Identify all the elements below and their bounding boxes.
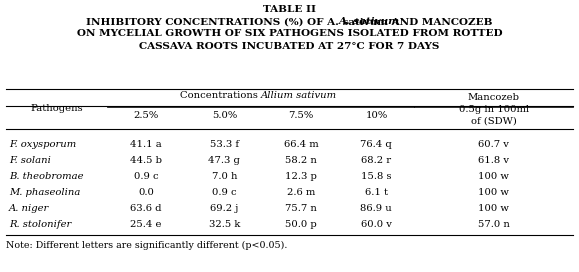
Text: Concentrations: Concentrations: [179, 91, 261, 100]
Text: 10%: 10%: [365, 111, 387, 120]
Text: B. theobromae: B. theobromae: [9, 172, 83, 181]
Text: A. sativum: A. sativum: [339, 17, 400, 26]
Text: 47.3 g: 47.3 g: [208, 156, 240, 165]
Text: 63.6 d: 63.6 d: [130, 204, 162, 213]
Text: Mancozeb: Mancozeb: [468, 93, 519, 102]
Text: 12.3 p: 12.3 p: [285, 172, 317, 181]
Text: CASSAVA ROOTS INCUBATED AT 27°C FOR 7 DAYS: CASSAVA ROOTS INCUBATED AT 27°C FOR 7 DA…: [140, 42, 439, 51]
Text: 69.2 j: 69.2 j: [210, 204, 239, 213]
Text: A. niger: A. niger: [9, 204, 49, 213]
Text: 25.4 e: 25.4 e: [130, 220, 162, 229]
Text: 0.9 c: 0.9 c: [134, 172, 159, 181]
Text: INHIBITORY CONCENTRATIONS (%) OF A. sativum AND MANCOZEB: INHIBITORY CONCENTRATIONS (%) OF A. sati…: [86, 17, 493, 26]
Text: 2.5%: 2.5%: [134, 111, 159, 120]
Text: Allium sativum: Allium sativum: [261, 91, 336, 100]
Text: F. solani: F. solani: [9, 156, 50, 165]
Text: F. oxysporum: F. oxysporum: [9, 140, 76, 149]
Text: 15.8 s: 15.8 s: [361, 172, 391, 181]
Text: 6.1 t: 6.1 t: [365, 188, 388, 197]
Text: 76.4 q: 76.4 q: [361, 140, 392, 149]
Text: 5.0%: 5.0%: [212, 111, 237, 120]
Text: 100 w: 100 w: [478, 172, 509, 181]
Text: 58.2 n: 58.2 n: [285, 156, 317, 165]
Text: 61.8 v: 61.8 v: [478, 156, 509, 165]
Text: 0.9 c: 0.9 c: [212, 188, 237, 197]
Text: 60.0 v: 60.0 v: [361, 220, 392, 229]
Text: 60.7 v: 60.7 v: [478, 140, 509, 149]
Text: 57.0 n: 57.0 n: [478, 220, 510, 229]
Text: 44.5 b: 44.5 b: [130, 156, 162, 165]
Text: 32.5 k: 32.5 k: [208, 220, 240, 229]
Text: Pathogens: Pathogens: [30, 104, 83, 113]
Text: 2.6 m: 2.6 m: [287, 188, 316, 197]
Text: M. phaseolina: M. phaseolina: [9, 188, 80, 197]
Text: 100 w: 100 w: [478, 204, 509, 213]
Text: 75.7 n: 75.7 n: [285, 204, 317, 213]
Text: 41.1 a: 41.1 a: [130, 140, 162, 149]
Text: 66.4 m: 66.4 m: [284, 140, 318, 149]
Text: Note: Different letters are significantly different (p<0.05).: Note: Different letters are significantl…: [6, 241, 287, 251]
Text: 68.2 r: 68.2 r: [361, 156, 391, 165]
Text: 0.5g in 100ml
of (SDW): 0.5g in 100ml of (SDW): [459, 106, 529, 126]
Text: 7.5%: 7.5%: [288, 111, 314, 120]
Text: ON MYCELIAL GROWTH OF SIX PATHOGENS ISOLATED FROM ROTTED: ON MYCELIAL GROWTH OF SIX PATHOGENS ISOL…: [76, 29, 503, 38]
Text: 53.3 f: 53.3 f: [210, 140, 239, 149]
Text: TABLE II: TABLE II: [263, 5, 316, 14]
Text: 100 w: 100 w: [478, 188, 509, 197]
Text: R. stolonifer: R. stolonifer: [9, 220, 71, 229]
Text: 50.0 p: 50.0 p: [285, 220, 317, 229]
Text: 86.9 u: 86.9 u: [361, 204, 392, 213]
Text: 7.0 h: 7.0 h: [211, 172, 237, 181]
Text: 0.0: 0.0: [138, 188, 154, 197]
